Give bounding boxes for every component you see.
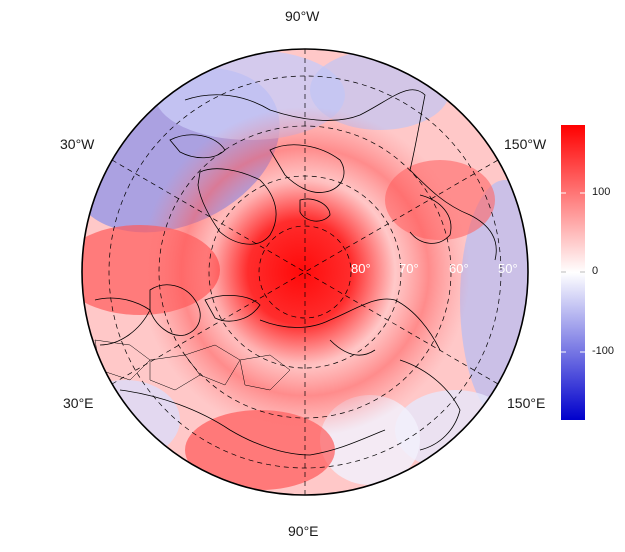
lon-label-lower-left: 30°E <box>63 395 94 411</box>
lat-label-80: 80° <box>351 261 371 276</box>
colorbar-tick-minus-100: -100 <box>592 345 615 357</box>
colorbar-tick-0: 0 <box>592 265 599 277</box>
lat-label-60: 60° <box>449 261 469 276</box>
lon-label-lower-right: 150°E <box>507 395 546 411</box>
colorbar-tick-100: 100 <box>592 186 611 198</box>
lon-label-upper-left: 30°W <box>60 136 95 152</box>
colorbar <box>561 125 585 420</box>
lon-label-bottom: 90°E <box>288 523 319 539</box>
lat-label-50: 50° <box>498 261 518 276</box>
graticule <box>108 49 502 495</box>
lon-label-upper-right: 150°W <box>504 136 547 152</box>
map-boundary <box>81 48 529 496</box>
anomaly-field <box>82 49 528 495</box>
lon-label-top: 90°W <box>285 8 320 24</box>
lat-label-70: 70° <box>399 261 419 276</box>
